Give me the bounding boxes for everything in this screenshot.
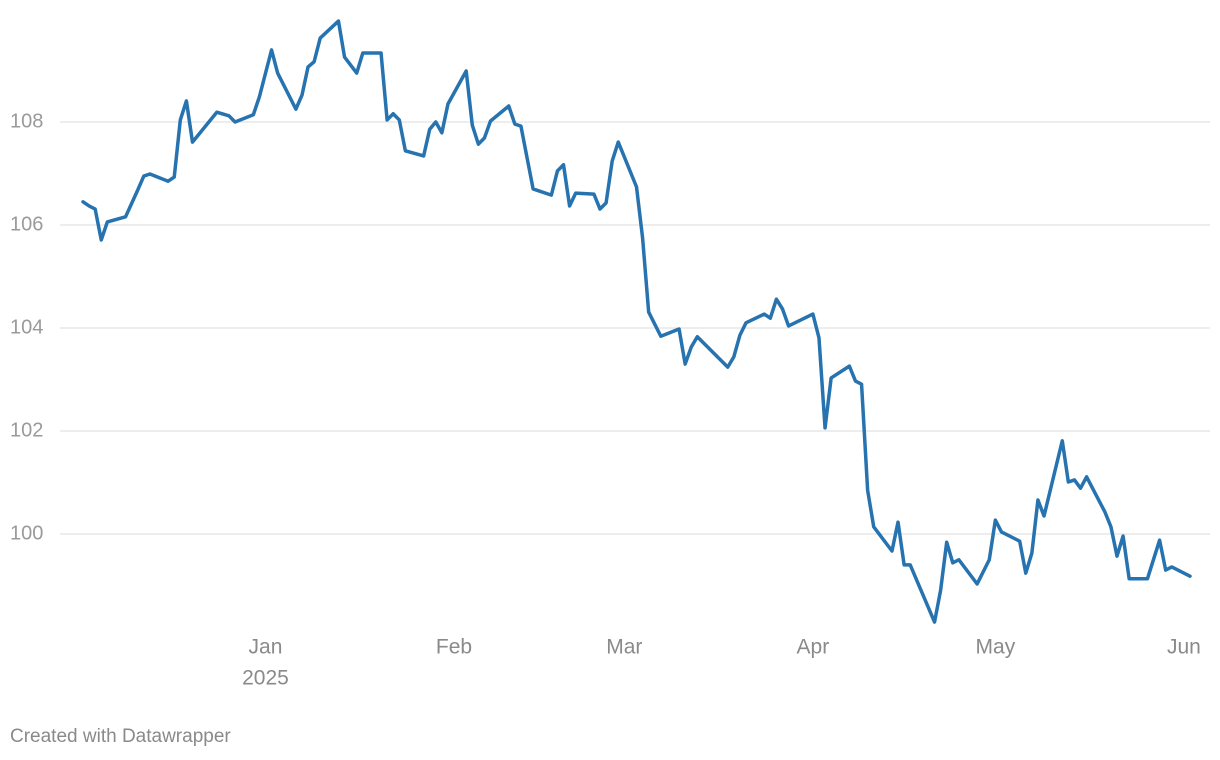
y-tick-label: 106 — [10, 213, 43, 235]
x-tick-label: Mar — [606, 636, 642, 659]
x-tick-label: Jun — [1167, 636, 1201, 659]
price-line — [81, 19, 1192, 624]
y-tick-label: 108 — [10, 110, 43, 132]
x-tick-label: Feb — [436, 636, 472, 659]
x-tick-label: Apr — [797, 636, 830, 659]
x-tick-label: Jan — [249, 636, 283, 659]
x-year-label: 2025 — [242, 667, 289, 690]
y-tick-label: 100 — [10, 522, 43, 544]
footer: Created with Datawrapper — [10, 726, 231, 747]
y-tick-label: 102 — [10, 419, 43, 441]
x-tick-label: May — [976, 636, 1016, 659]
y-tick-label: 104 — [10, 316, 43, 338]
